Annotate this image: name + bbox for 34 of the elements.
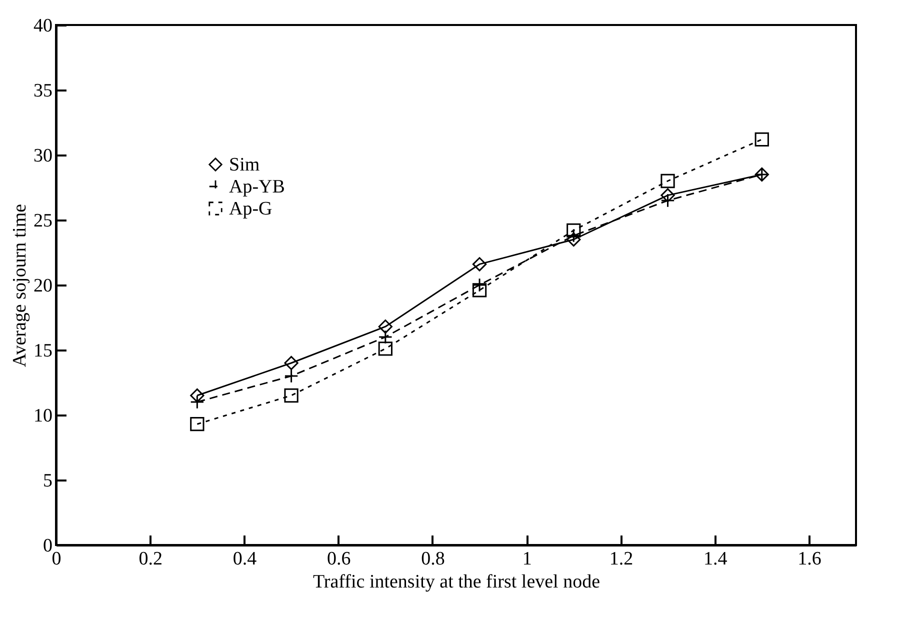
point	[190, 417, 204, 432]
y-tick-label: 0	[43, 536, 52, 556]
point	[566, 223, 581, 238]
point	[660, 174, 675, 188]
y-tick-label: 40	[34, 16, 52, 36]
x-tick-label: 1	[522, 548, 532, 570]
x-tick-label: 0.8	[421, 548, 445, 570]
y-tick-label: 15	[34, 340, 52, 362]
y-axis-title: Average sojourn time	[10, 204, 30, 368]
point	[472, 283, 487, 298]
point	[378, 342, 392, 356]
y-tick-label: 25	[34, 210, 52, 232]
point	[284, 388, 298, 403]
x-tick-label: 0.6	[326, 548, 351, 570]
x-tick-label: 1.6	[798, 548, 822, 570]
point	[472, 257, 487, 272]
legend-label: Sim	[229, 154, 260, 176]
legend-label: Ap-YB	[229, 176, 285, 198]
legend-label: Ap-G	[229, 198, 273, 220]
point	[660, 188, 675, 202]
x-tick-label: 1.2	[609, 548, 634, 570]
y-tick-label: 5	[43, 470, 52, 492]
y-tick-label: 20	[34, 276, 52, 296]
point	[378, 320, 392, 334]
point	[284, 356, 298, 370]
x-axis-title: Traffic intensity at the first level node	[312, 572, 600, 592]
point	[190, 388, 204, 403]
x-tick-label: 0.2	[138, 548, 162, 570]
x-tick-label: 0.4	[232, 548, 258, 570]
y-tick-label: 35	[34, 80, 52, 102]
point	[754, 132, 769, 146]
y-tick-label: 10	[34, 406, 52, 426]
y-tick-label: 30	[34, 146, 52, 166]
x-tick-label: 1.4	[703, 548, 728, 570]
